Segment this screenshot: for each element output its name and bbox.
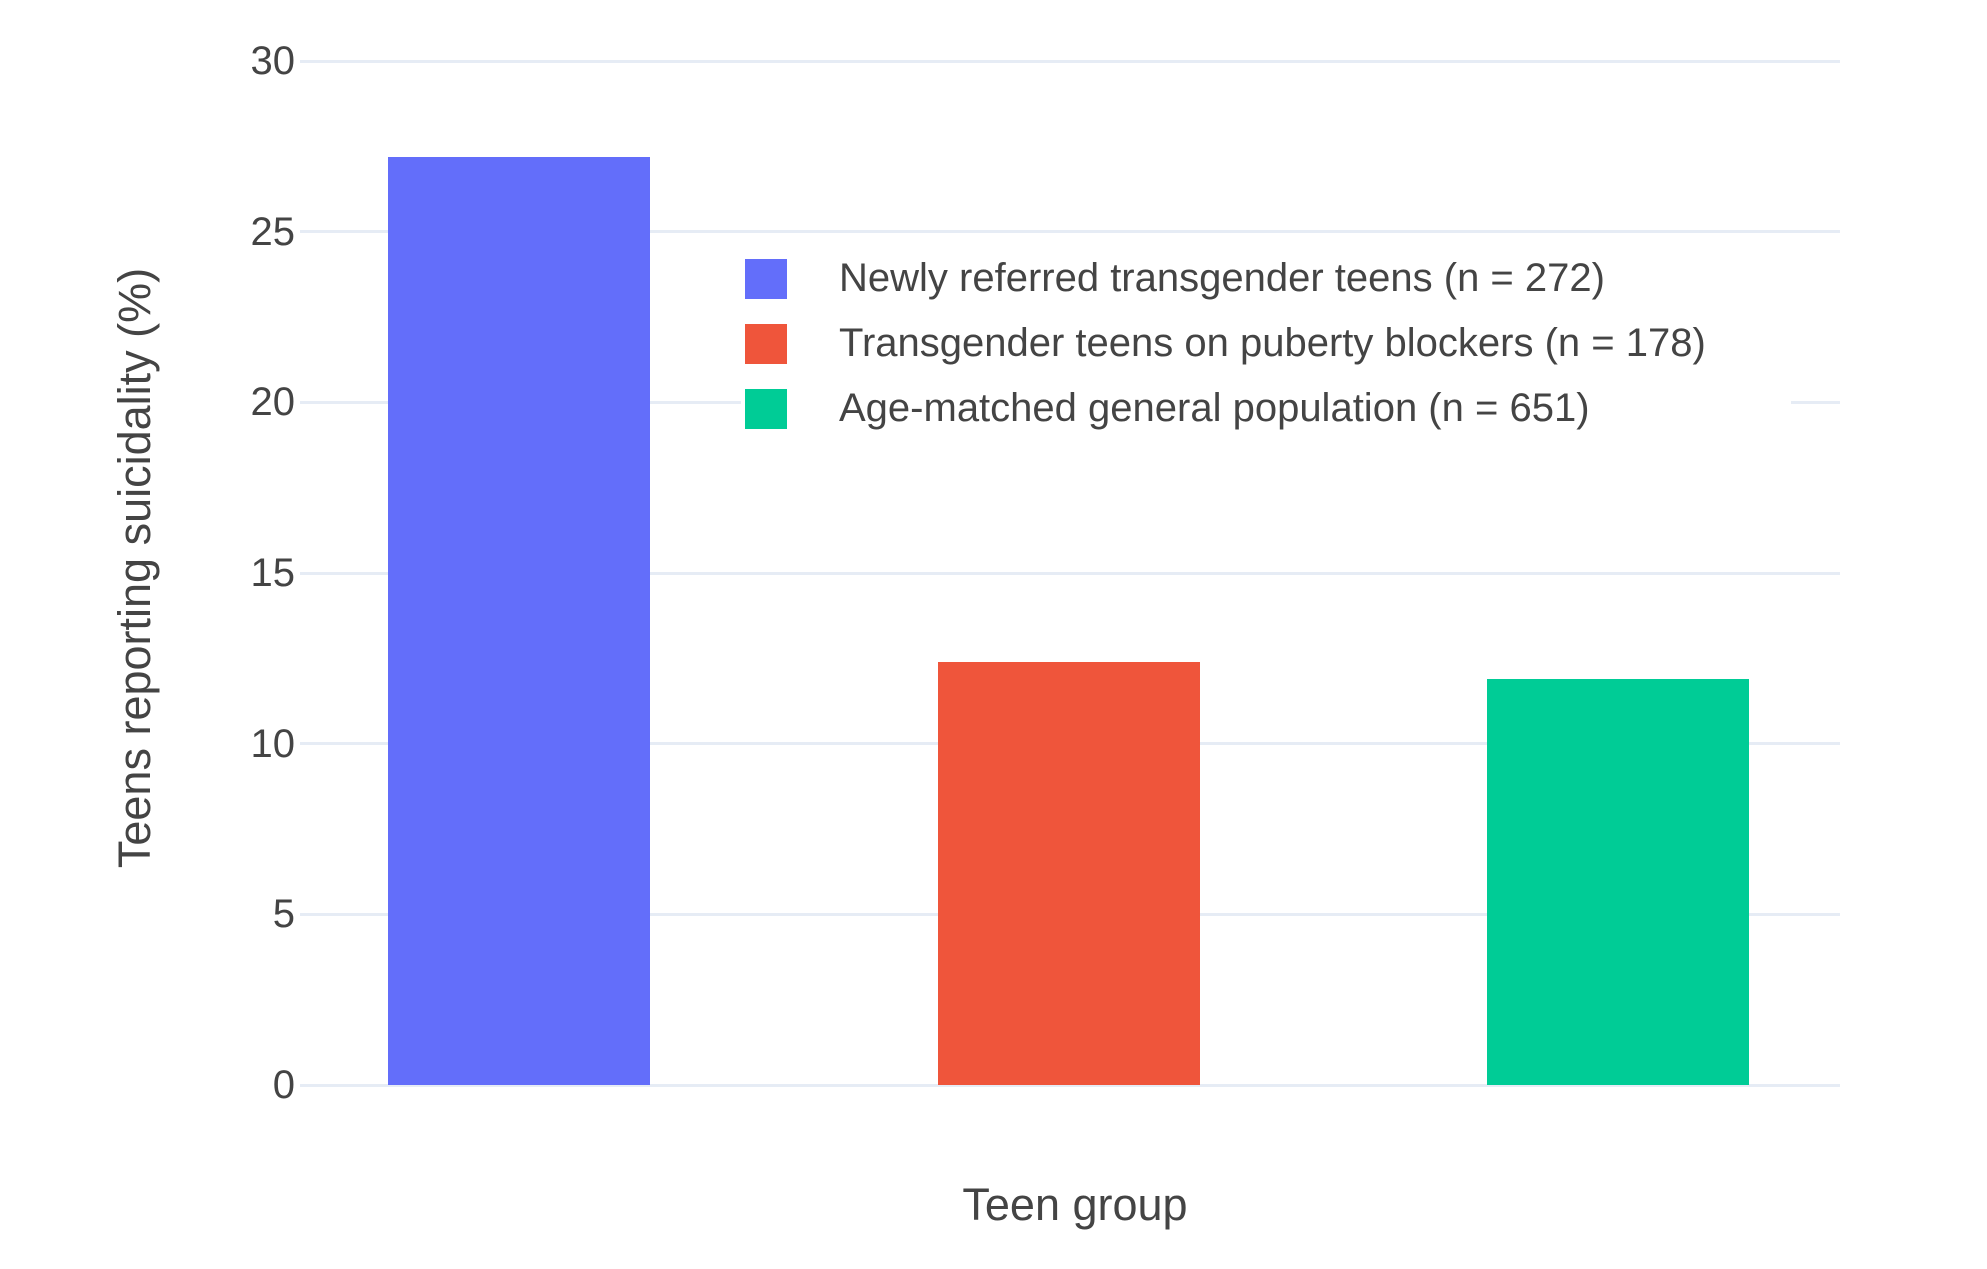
- y-tick-label-10: 10: [250, 721, 296, 766]
- gridline-30: [300, 59, 1840, 63]
- y-tick-label-0: 0: [272, 1063, 295, 1107]
- legend-swatch-icon: [745, 388, 787, 429]
- gridline-25: [300, 230, 1840, 234]
- y-axis-title: Teens reporting suicidality (%): [109, 267, 160, 869]
- bar-2[interactable]: [1487, 678, 1749, 1085]
- legend-item-newly-referred[interactable]: Newly referred transgender teens (n = 27…: [741, 246, 1791, 311]
- legend: Newly referred transgender teens (n = 27…: [741, 236, 1791, 451]
- legend-label: Newly referred transgender teens (n = 27…: [839, 256, 1605, 300]
- legend-label: Transgender teens on puberty blockers (n…: [839, 321, 1706, 365]
- bar-1[interactable]: [938, 661, 1200, 1085]
- bar-0[interactable]: [388, 156, 650, 1085]
- gridline-15: [300, 571, 1840, 575]
- gridline-0: [300, 1083, 1840, 1087]
- y-tick-label-15: 15: [250, 551, 296, 595]
- y-tick-label-20: 20: [250, 380, 296, 425]
- y-tick-label-30: 30: [250, 39, 296, 83]
- y-tick-label-25: 25: [250, 209, 296, 254]
- legend-item-general-population[interactable]: Age-matched general population (n = 651): [741, 376, 1791, 441]
- legend-label: Age-matched general population (n = 651): [839, 386, 1590, 430]
- legend-swatch-icon: [745, 323, 787, 364]
- x-axis-title: Teen group: [962, 1179, 1188, 1230]
- legend-swatch-icon: [745, 258, 787, 299]
- legend-item-puberty-blockers[interactable]: Transgender teens on puberty blockers (n…: [741, 311, 1791, 376]
- y-tick-label-5: 5: [272, 892, 295, 937]
